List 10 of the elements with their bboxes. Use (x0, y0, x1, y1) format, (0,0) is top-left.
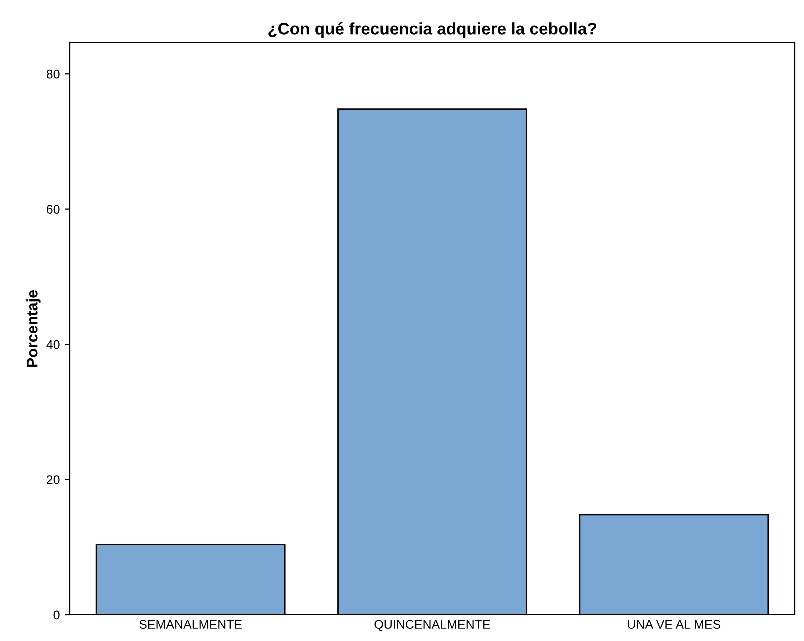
x-tick-label: SEMANALMENTE (140, 620, 242, 630)
y-tick-label: 20 (47, 476, 60, 484)
y-tick-label: 60 (47, 205, 60, 214)
y-axis-title: Porcentaje (26, 290, 41, 368)
chart-title: ¿Con qué frecuencia adquiere la cebolla? (268, 22, 596, 38)
y-tick-label: 0 (54, 610, 60, 620)
y-tick-label: 40 (46, 340, 60, 350)
y-tick-label: 80 (46, 70, 60, 79)
x-tick-label: UNA VE AL MES (628, 620, 721, 630)
x-tick-label: QUINCENALMENTE (374, 620, 490, 632)
